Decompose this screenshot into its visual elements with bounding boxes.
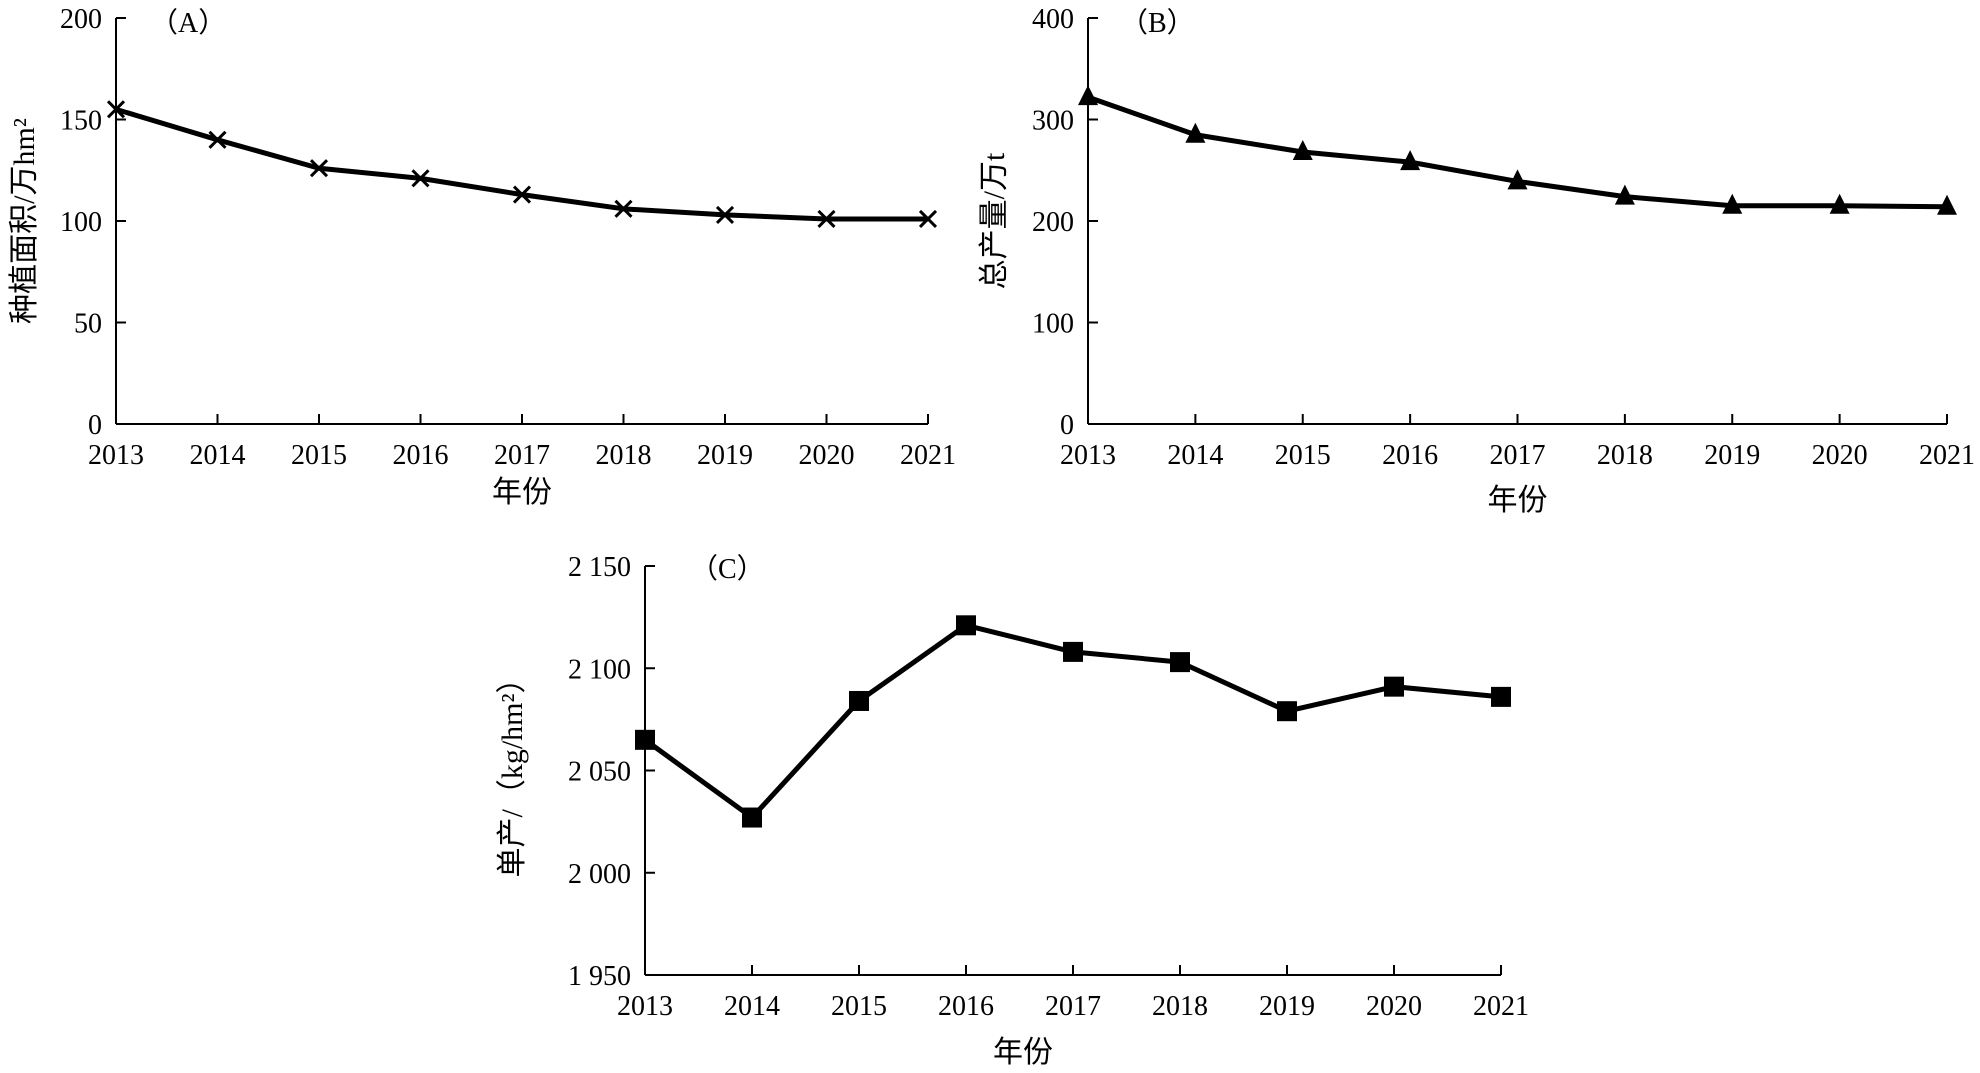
chart-panel-b: 0 100 200 300 400 2013 2014 2015 2016 2017 2018 201…: [978, 4, 1975, 517]
y-tick-label: 1 950: [568, 961, 631, 992]
x-tick-label: 2014: [190, 440, 246, 471]
y-axis-label: 单产/（kg/hm²）: [496, 664, 529, 878]
data-point-square: [956, 615, 976, 636]
y-tick-label: 2 100: [568, 654, 631, 685]
y-tick-label: 50: [74, 309, 102, 340]
chart-panel-c: 1 950 2 000 2 050 2 100 2 150 2013 2014 2015 201…: [496, 552, 1529, 1069]
data-point-x-marker: [411, 169, 430, 188]
x-tick-label: 2021: [1473, 991, 1529, 1022]
data-point-triangle: [1829, 193, 1850, 214]
x-tick-label: 2017: [494, 440, 550, 471]
series-line: [1087, 94, 1948, 210]
x-tick-label: 2019: [697, 440, 753, 471]
y-tick-label: 200: [1032, 207, 1074, 238]
y-tick-label: 150: [60, 106, 102, 137]
y-tick-label: 2 000: [568, 859, 631, 890]
x-tick-label: 2013: [1060, 440, 1116, 471]
x-tick-label: 2018: [596, 440, 652, 471]
x-tick-label: 2018: [1152, 991, 1208, 1022]
y-tick-label: 0: [1060, 410, 1074, 441]
y-tick-label: 0: [88, 410, 102, 441]
data-point-triangle: [1078, 85, 1098, 106]
x-axis-label: 年份: [1488, 484, 1548, 517]
y-tick-label: 2 050: [568, 757, 631, 788]
data-point-x-marker: [309, 159, 329, 178]
x-tick-label: 2013: [88, 440, 144, 471]
data-point-x-marker: [106, 100, 126, 119]
x-axis-label: 年份: [492, 476, 552, 509]
x-tick-label: 2013: [617, 991, 673, 1022]
x-tick-label: 2017: [1490, 440, 1546, 471]
data-point-triangle: [1507, 169, 1528, 190]
y-tick-label: 200: [60, 4, 102, 35]
data-point-triangle: [1400, 150, 1421, 171]
x-tick-label: 2015: [291, 440, 347, 471]
y-tick-label: 300: [1032, 106, 1074, 137]
y-tick-label: 2 150: [568, 552, 631, 583]
panel-label: （A）: [150, 7, 226, 39]
x-tick-label: 2019: [1259, 991, 1315, 1022]
data-point-x-marker: [614, 199, 633, 218]
y-tick-label: 100: [60, 207, 102, 238]
data-point-triangle: [1614, 184, 1635, 205]
x-tick-label: 2016: [393, 440, 449, 471]
data-point-square: [635, 729, 655, 750]
panel-label: （B）: [1120, 7, 1195, 39]
y-tick-label: 400: [1032, 4, 1074, 35]
data-point-square: [1170, 652, 1190, 673]
x-tick-label: 2014: [724, 991, 780, 1022]
panel-label: （C）: [690, 553, 765, 585]
data-point-square: [849, 690, 869, 711]
x-tick-label: 2021: [1919, 440, 1975, 471]
x-tick-label: 2017: [1045, 991, 1101, 1022]
data-point-x-marker: [817, 209, 836, 229]
data-point-triangle: [1185, 122, 1206, 143]
x-tick-label: 2015: [1275, 440, 1331, 471]
data-point-x-marker: [715, 205, 735, 224]
data-point-triangle: [1937, 194, 1957, 215]
x-tick-label: 2014: [1167, 440, 1223, 471]
data-point-square: [1277, 701, 1297, 722]
data-point-square: [1384, 676, 1404, 697]
x-tick-label: 2016: [1382, 440, 1438, 471]
x-tick-label: 2021: [900, 440, 956, 471]
data-point-x-marker: [208, 130, 227, 149]
data-point-square: [742, 807, 762, 828]
x-axis-label: 年份: [993, 1036, 1053, 1069]
x-tick-label: 2018: [1597, 440, 1653, 471]
data-point-x-marker: [918, 209, 938, 229]
chart-panel-a: 0 50 100 150 200 2013 2014 2015 2016 2017 2018 2019…: [8, 4, 956, 509]
y-axis-label: 种植面积/万hm²: [8, 118, 41, 324]
x-tick-label: 2016: [938, 991, 994, 1022]
data-point-square: [1063, 641, 1083, 662]
series-line: [115, 106, 928, 222]
data-point-triangle: [1292, 139, 1313, 160]
x-tick-label: 2015: [831, 991, 887, 1022]
x-tick-label: 2020: [799, 440, 855, 471]
data-point-triangle: [1722, 193, 1743, 214]
x-tick-label: 2019: [1704, 440, 1760, 471]
y-tick-label: 100: [1032, 309, 1074, 340]
data-point-x-marker: [512, 185, 532, 204]
y-axis-label: 总产量/万t: [978, 152, 1011, 289]
x-tick-label: 2020: [1812, 440, 1868, 471]
data-point-square: [1491, 686, 1511, 707]
x-tick-label: 2020: [1366, 991, 1422, 1022]
